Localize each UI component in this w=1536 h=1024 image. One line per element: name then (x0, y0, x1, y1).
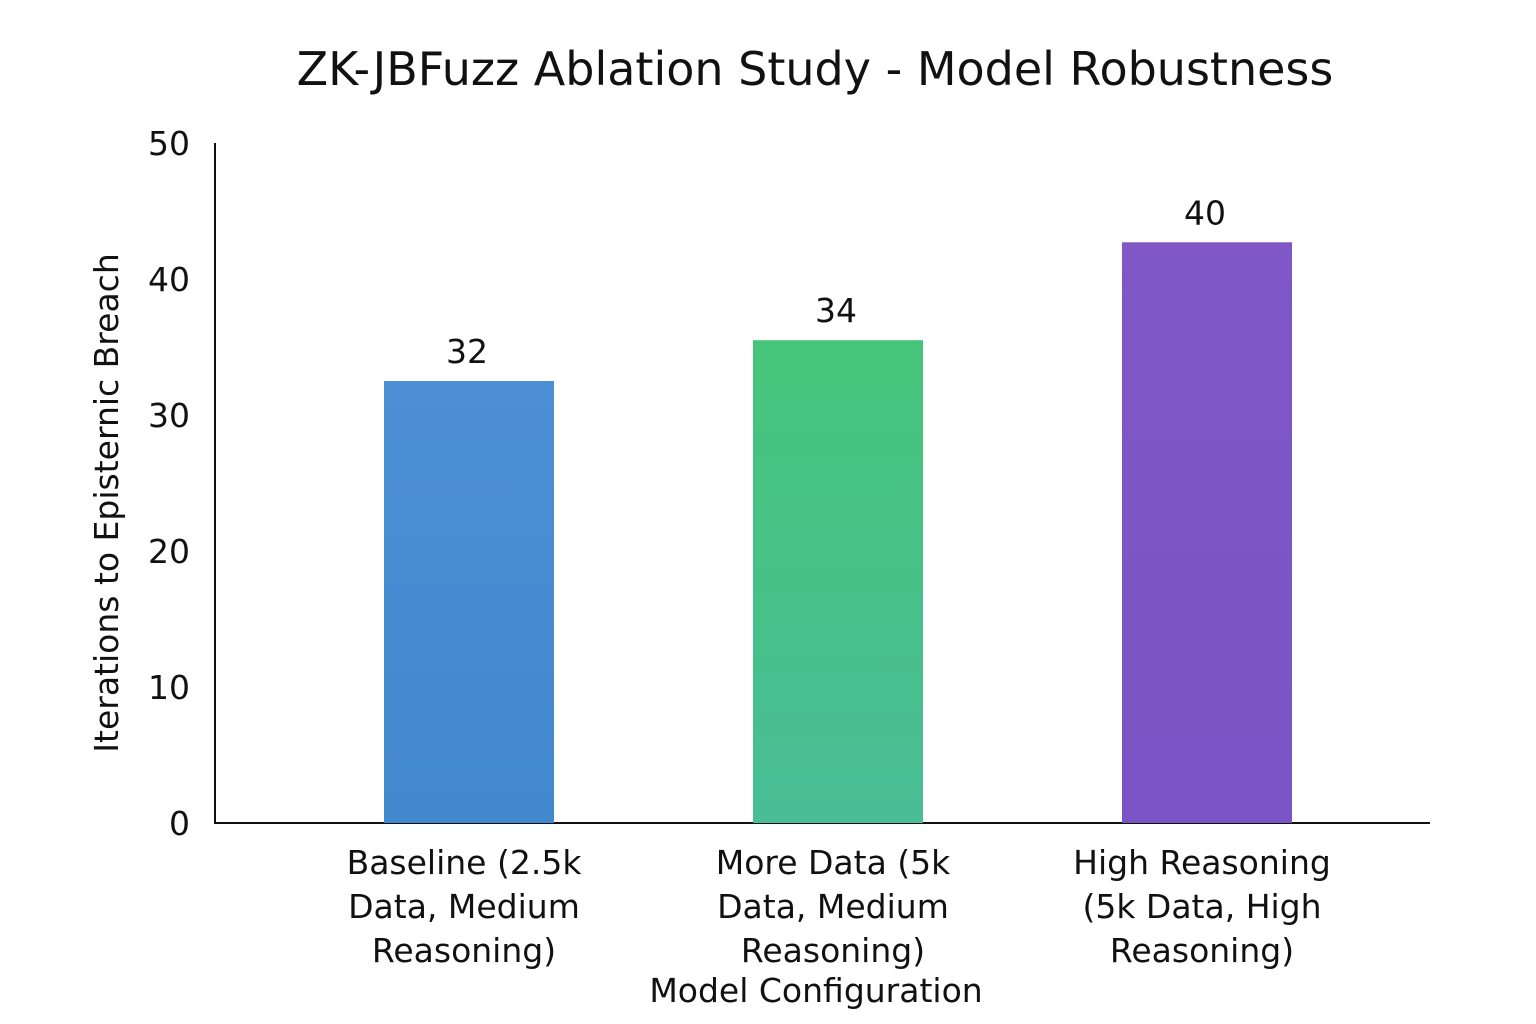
x-tick-label: Reasoning) (372, 931, 556, 970)
bar-value-label: 32 (446, 332, 488, 371)
bars (384, 242, 1292, 823)
x-tick-label: Baseline (2.5k (347, 843, 583, 882)
x-tick-label: High Reasoning (1073, 843, 1331, 882)
bar-value-label: 40 (1184, 193, 1226, 232)
bar (753, 340, 923, 823)
x-tick-label: Reasoning) (741, 931, 925, 970)
x-tick-label: (5k Data, High (1082, 887, 1321, 926)
x-axis-label: Model Configuration (649, 971, 982, 1010)
x-tick-label: More Data (5k (716, 843, 951, 882)
y-tick-label: 50 (148, 124, 190, 163)
y-tick-label: 0 (169, 804, 190, 843)
bar (1122, 242, 1292, 823)
x-tick-label: Data, Medium (717, 887, 949, 926)
y-tick-label: 10 (148, 668, 190, 707)
bar-value-label: 34 (815, 291, 857, 330)
x-tick-labels: Baseline (2.5k Data, Medium Reasoning) More… (347, 843, 1331, 970)
y-ticks: 0 10 20 30 40 50 (148, 124, 190, 843)
bar (384, 381, 554, 823)
x-tick-label: Reasoning) (1110, 931, 1294, 970)
y-axis-label: Iterations to Episternic Breach (87, 253, 126, 752)
y-tick-label: 40 (148, 260, 190, 299)
y-tick-label: 30 (148, 396, 190, 435)
bar-value-labels: 32 34 40 (446, 193, 1226, 371)
y-tick-label: 20 (148, 532, 190, 571)
x-tick-label: Data, Medium (348, 887, 580, 926)
chart-title: ZK-JBFuzz Ablation Study - Model Robustn… (297, 42, 1334, 96)
